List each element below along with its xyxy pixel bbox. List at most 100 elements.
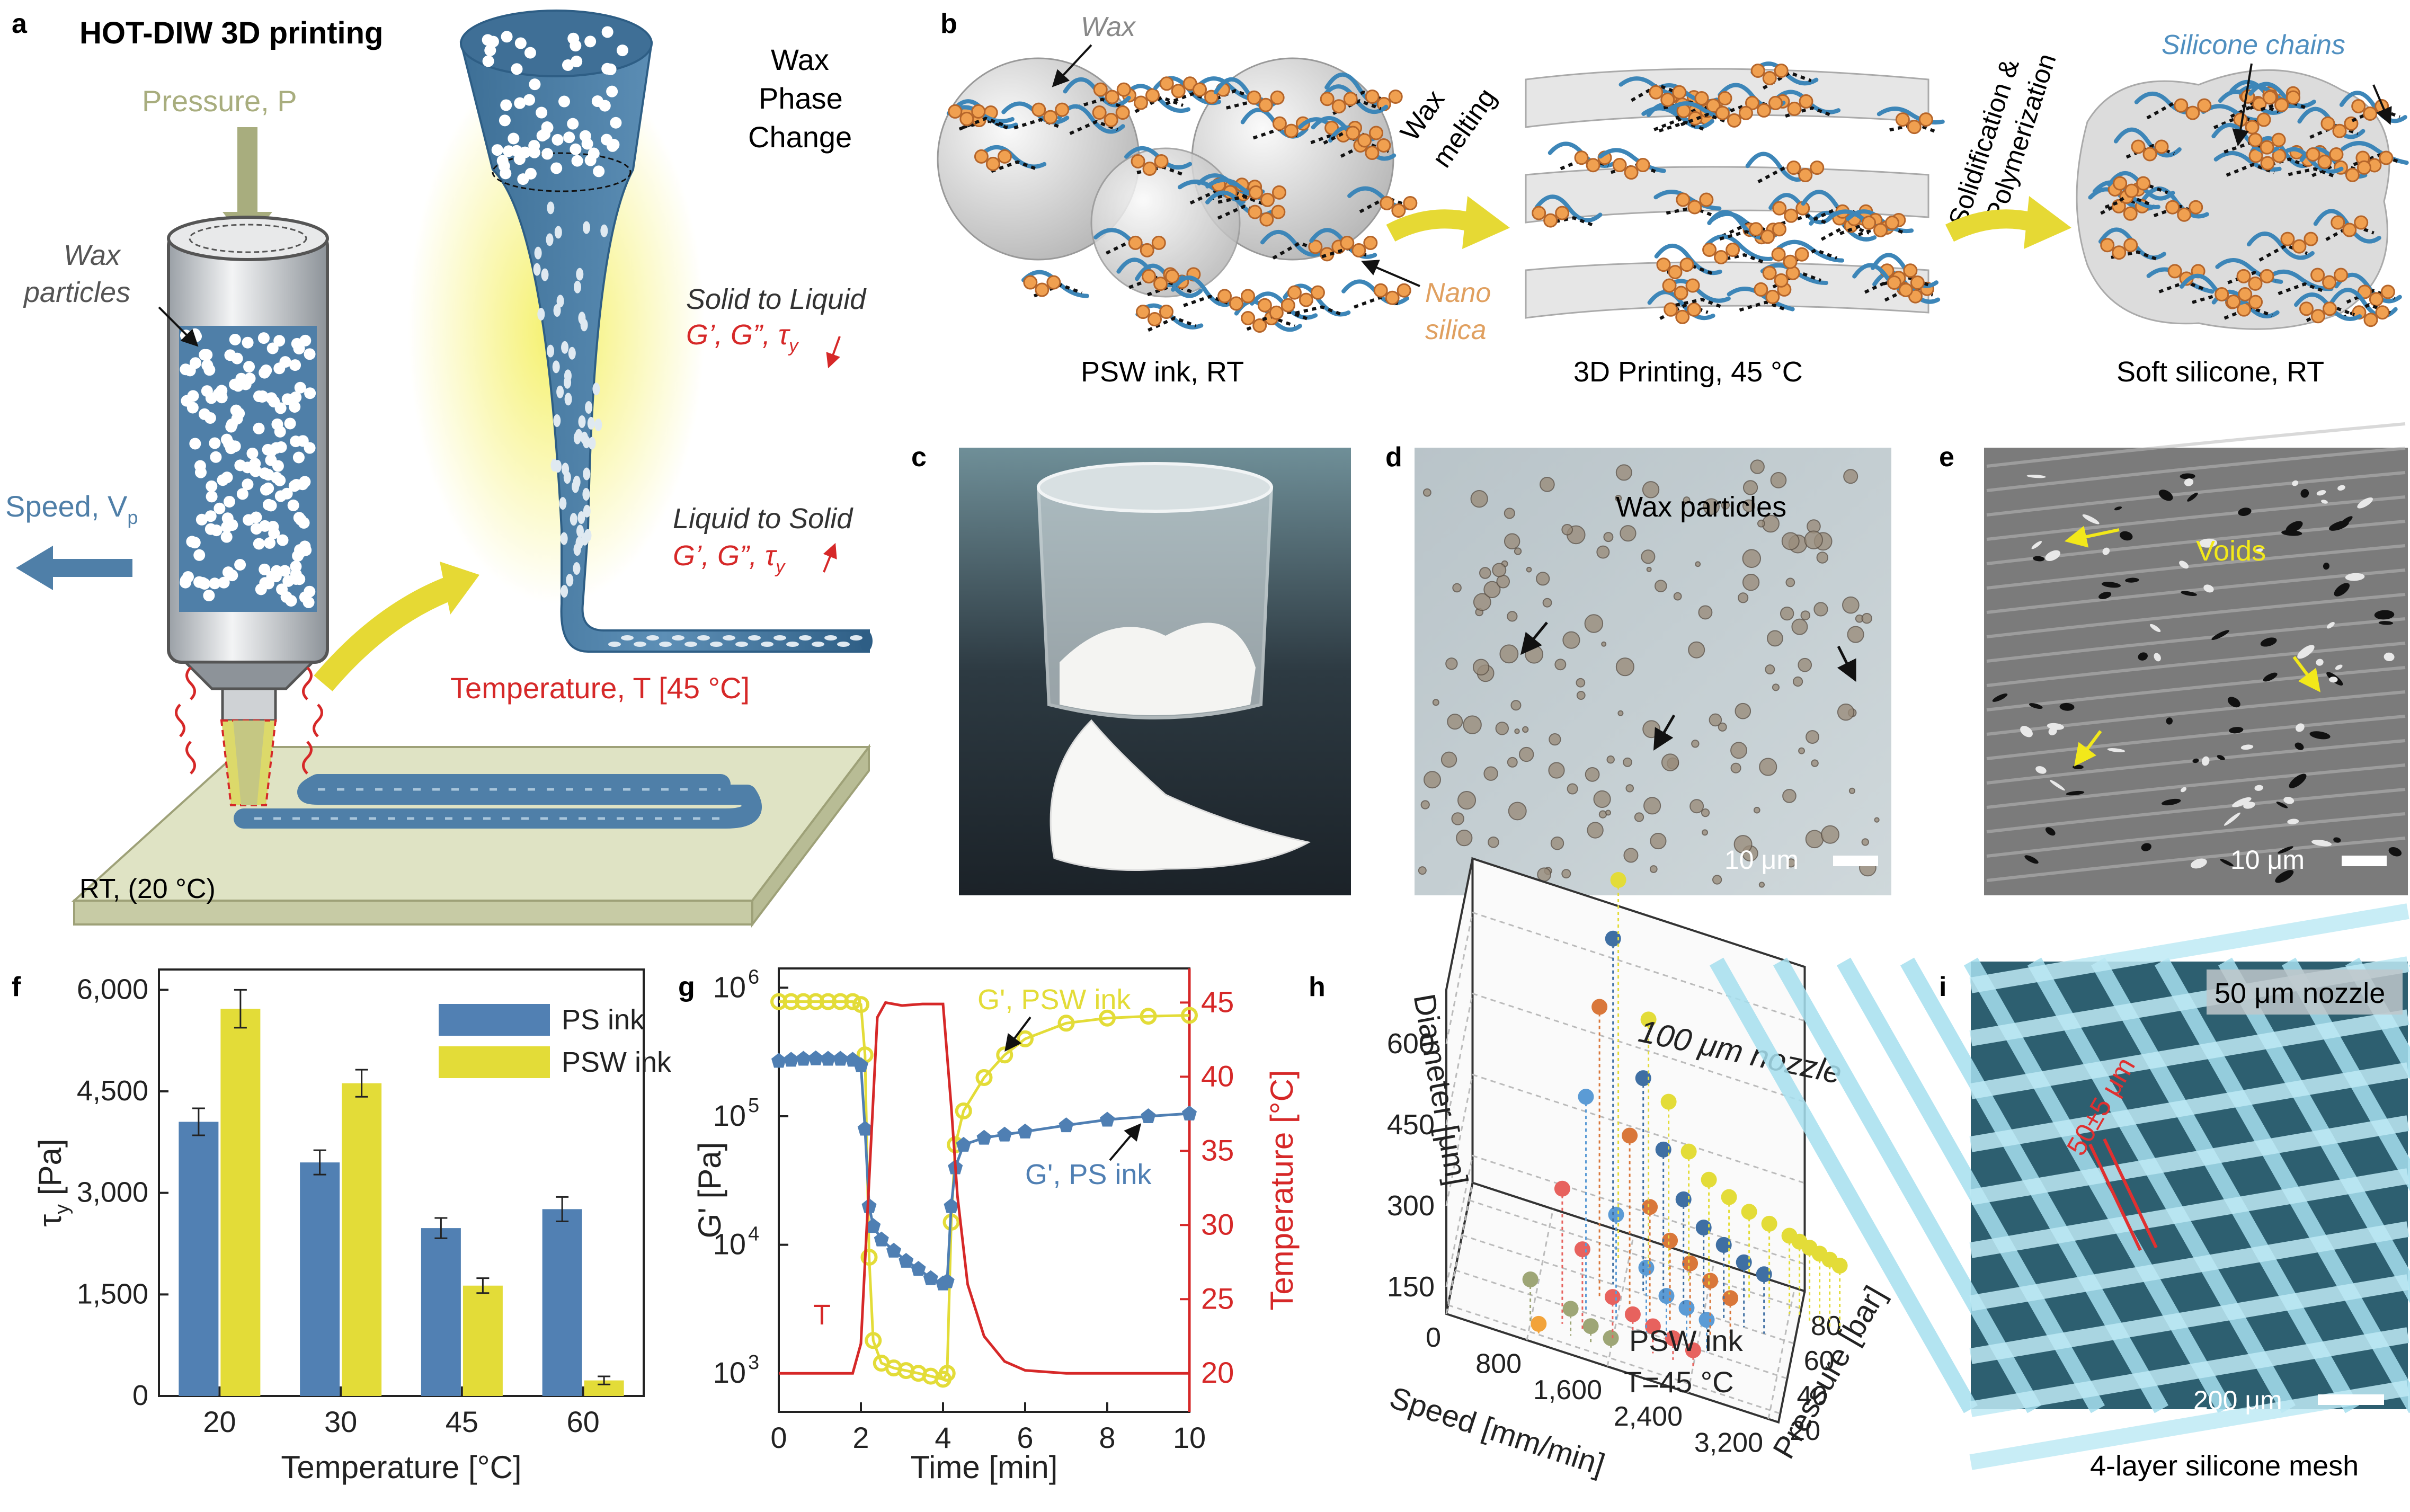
- nano-silica: [1142, 161, 1157, 176]
- sem-streak: [1986, 812, 2406, 858]
- wax-particle: [217, 474, 229, 486]
- sem-streak: [1986, 471, 2406, 517]
- melted-wax-droplet: [748, 635, 761, 641]
- nano-silica: [1380, 195, 1394, 210]
- wax-particle-image: [1750, 459, 1765, 474]
- series-line: [779, 1001, 1189, 1375]
- mesh-filament: [1969, 1168, 2409, 1258]
- panel-letter-e: e: [1939, 442, 1954, 473]
- nano-silica: [1873, 223, 1888, 238]
- sem-void: [2232, 797, 2252, 807]
- melted-wax-droplet: [735, 642, 748, 647]
- melted-wax-droplet: [761, 642, 773, 647]
- annotation-psw: G', PSW ink: [977, 984, 1131, 1016]
- y-tick-exponent: 5: [748, 1095, 759, 1117]
- legend-swatch: [439, 1004, 550, 1036]
- silicone-chain: [2246, 232, 2315, 260]
- wax-particle: [550, 162, 563, 174]
- wax-particle-image: [1805, 830, 1824, 849]
- wax-particle-image: [1806, 730, 1819, 744]
- melted-wax-droplet: [659, 642, 672, 647]
- nano-silica: [1714, 250, 1729, 264]
- x-tick-label: 1,600: [1533, 1375, 1602, 1406]
- wax-particle-image: [1562, 631, 1580, 649]
- wax-particle: [253, 390, 265, 403]
- melted-wax-droplet: [553, 414, 561, 428]
- sem-void: [2199, 538, 2218, 548]
- sem-void: [2283, 796, 2295, 804]
- grid-line: [1445, 911, 1805, 1044]
- wax-particle: [204, 412, 216, 424]
- nano-silica: [1284, 123, 1299, 138]
- melted-wax-droplet: [575, 429, 583, 442]
- nano-silica: [2189, 200, 2203, 215]
- sem-void: [2276, 802, 2288, 808]
- mesh-filament: [1969, 1274, 2409, 1364]
- wax-particle-image: [1843, 469, 1858, 484]
- nano-silica: [1193, 82, 1207, 97]
- data-point: [899, 1252, 914, 1268]
- wax-particle-image: [1576, 678, 1586, 688]
- nano-silica: [1105, 90, 1119, 104]
- nano-silica: [1159, 76, 1174, 91]
- nano-silica: [1023, 275, 1038, 290]
- nano-silica: [1745, 95, 1759, 110]
- grid-line: [1445, 992, 1805, 1125]
- nano-silica: [2329, 147, 2344, 162]
- data-point: [1685, 1342, 1701, 1358]
- wax-particle: [601, 26, 613, 38]
- sem-void: [2374, 610, 2395, 620]
- nano-silica: [1093, 82, 1108, 97]
- sem-void: [2300, 489, 2309, 498]
- wax-particle-image: [1733, 835, 1753, 854]
- nano-silica: [1287, 285, 1302, 300]
- sem-void: [2334, 583, 2350, 597]
- melted-wax-droplet: [546, 233, 554, 246]
- nano-silica: [2357, 284, 2372, 299]
- nano-silica: [2345, 167, 2360, 182]
- nano-silica: [1738, 105, 1753, 120]
- nano-silica: [1574, 150, 1589, 165]
- sem-void: [2224, 812, 2240, 826]
- panel-e: e Voids 10 μm: [1939, 422, 2408, 895]
- sem-void: [2292, 480, 2299, 486]
- wax-particle-image: [1742, 499, 1755, 512]
- nano-silica: [1272, 116, 1287, 131]
- nano-silica: [2252, 96, 2267, 111]
- wax-particle-image: [1811, 759, 1819, 767]
- nano-silica: [1397, 283, 1411, 298]
- wax-particle-image: [1522, 726, 1529, 733]
- wax-particle: [581, 138, 593, 150]
- wax-particle-image: [1642, 720, 1661, 739]
- silicone-chain: [979, 145, 1047, 169]
- sem-void: [2166, 717, 2173, 725]
- silicone-chain: [1598, 148, 1666, 173]
- data-point: [1603, 1330, 1619, 1346]
- nano-silica: [1532, 206, 1546, 220]
- wax-particle-image: [1861, 838, 1870, 846]
- sem-void: [2254, 548, 2263, 553]
- nano-silica: [1151, 235, 1166, 250]
- panel-letter-a: a: [12, 8, 28, 39]
- melted-wax-droplet: [573, 280, 581, 293]
- y-tick-label: 450: [1387, 1109, 1435, 1141]
- crosslinker: [1719, 230, 1768, 242]
- wax-particle-image: [1422, 488, 1431, 497]
- wax-particle: [229, 334, 241, 346]
- wax-particle: [294, 381, 306, 394]
- nano-silica: [1148, 312, 1162, 327]
- y-tick-label: 600: [1387, 1028, 1435, 1060]
- zoom-arrow: [314, 576, 455, 691]
- wax-particle-image: [1765, 664, 1775, 675]
- wax-particle: [523, 94, 536, 106]
- wax-particle-image: [1742, 480, 1758, 495]
- sem-void: [2263, 672, 2278, 682]
- sem-void: [2114, 506, 2122, 511]
- sem-void: [2326, 621, 2335, 629]
- wax-particle-image: [1643, 797, 1661, 815]
- polymer-network-ink: [946, 72, 1418, 333]
- data-point: [808, 1050, 823, 1065]
- data-point: [796, 1051, 811, 1066]
- wax-particle-image: [1738, 592, 1749, 603]
- nano-silica: [1035, 282, 1050, 297]
